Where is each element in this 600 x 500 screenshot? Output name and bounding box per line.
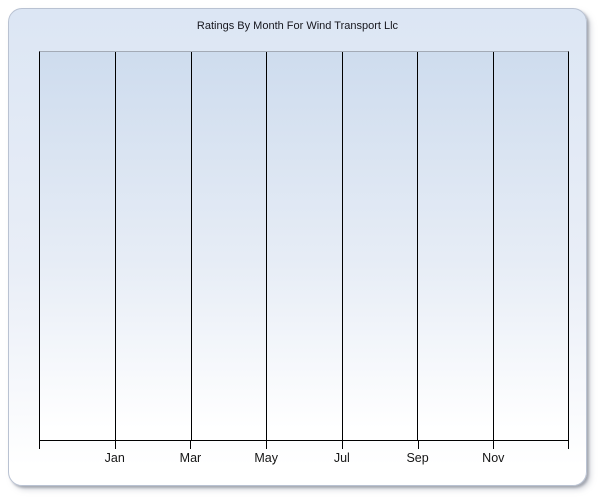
x-axis-tick: [568, 441, 569, 449]
plot-area: [39, 51, 569, 441]
vertical-gridline: [341, 52, 343, 440]
chart-title: Ratings By Month For Wind Transport Llc: [196, 20, 399, 32]
vertical-gridline: [492, 52, 494, 440]
vertical-gridline: [190, 52, 192, 440]
chart-panel: Ratings By Month For Wind Transport Llc …: [8, 8, 587, 486]
x-axis-tick: [266, 441, 268, 449]
x-axis-label: Jan: [104, 451, 125, 465]
x-axis-label-row: Jan Mar May Jul Sep Nov: [39, 451, 569, 467]
x-axis-tick: [341, 441, 343, 449]
x-axis-label: Nov: [482, 451, 505, 465]
x-axis-tick: [190, 441, 192, 449]
x-axis-tick: [114, 441, 116, 449]
x-axis-tick-row: [39, 441, 569, 449]
x-axis-label: Jul: [333, 451, 350, 465]
x-axis-tick: [39, 441, 40, 449]
x-axis-label: Sep: [406, 451, 429, 465]
vertical-gridline: [115, 52, 117, 440]
vertical-gridline: [266, 52, 268, 440]
x-axis-label: Mar: [179, 451, 202, 465]
vertical-gridline: [417, 52, 419, 440]
x-axis-tick: [493, 441, 495, 449]
x-axis-label: May: [254, 451, 278, 465]
x-axis-tick: [417, 441, 419, 449]
